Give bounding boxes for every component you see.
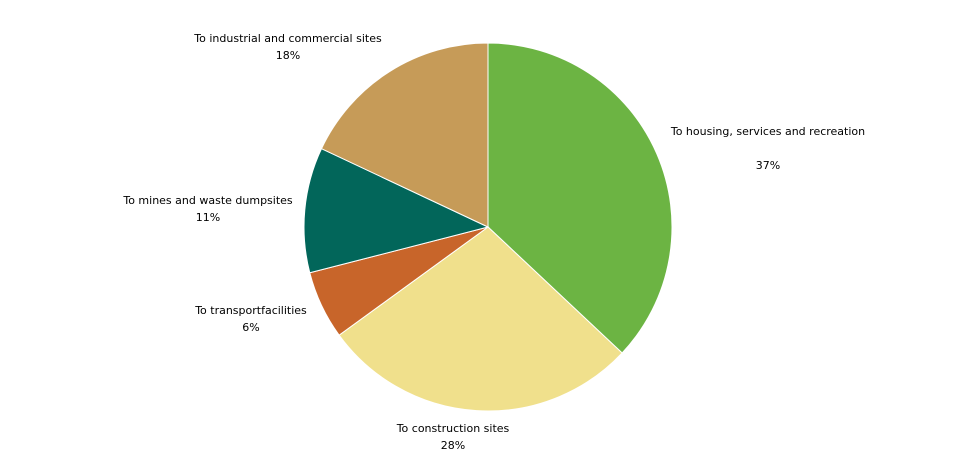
slice-label-mines: To mines and waste dumpsites 11% bbox=[122, 194, 293, 224]
slice-value-construction: 28% bbox=[441, 439, 465, 452]
slice-value-transport: 6% bbox=[242, 321, 259, 334]
pie-slice-housing bbox=[487, 42, 673, 354]
pie-slices bbox=[303, 42, 673, 412]
slice-value-industrial: 18% bbox=[276, 49, 300, 62]
slice-label-industrial: To industrial and commercial sites 18% bbox=[193, 32, 382, 62]
slice-name-transport: To transportfacilities bbox=[194, 304, 307, 317]
slice-name-construction: To construction sites bbox=[396, 422, 510, 435]
slice-name-housing: To housing, services and recreation bbox=[670, 125, 865, 138]
slice-name-industrial: To industrial and commercial sites bbox=[193, 32, 382, 45]
slice-value-mines: 11% bbox=[196, 211, 220, 224]
pie-slice-construction bbox=[338, 226, 623, 412]
slice-name-mines: To mines and waste dumpsites bbox=[122, 194, 293, 207]
pie-slice-industrial bbox=[320, 42, 489, 228]
slice-label-construction: To construction sites 28% bbox=[396, 422, 510, 452]
slice-label-transport: To transportfacilities 6% bbox=[194, 304, 307, 334]
slice-label-housing: To housing, services and recreation 37% bbox=[670, 125, 865, 172]
slice-value-housing: 37% bbox=[756, 159, 780, 172]
pie-slice-mines bbox=[303, 147, 490, 274]
